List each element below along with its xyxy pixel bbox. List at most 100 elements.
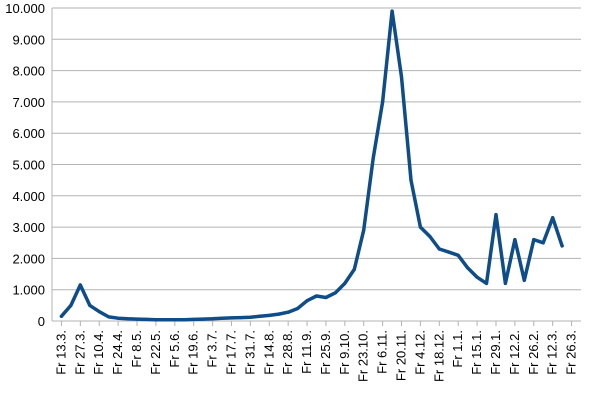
x-tick-label: Fr 22.5. [148,330,163,375]
gridlines [52,7,581,322]
x-tick-label: Fr 9.10. [337,330,352,375]
data-point [484,281,489,285]
data-point [267,313,271,317]
data-point [163,318,167,322]
axes [51,8,581,322]
data-point [399,75,404,79]
x-tick-label: Fr 20.11. [394,330,409,381]
x-tick-label: Fr 18.12. [431,330,446,382]
data-point [305,299,309,303]
data-point [560,244,564,248]
data-point [447,250,451,254]
y-tick-label: 5.000 [12,158,45,173]
x-tick-label: Fr 24.4. [110,330,125,375]
data-point [277,312,281,316]
data-point [296,306,300,311]
data-point [182,318,186,322]
x-tick-label: Fr 11.9. [299,330,314,374]
y-tick-label: 3.000 [12,220,45,235]
y-tick-label: 8.000 [12,64,45,79]
data-point [551,216,555,220]
data-point [69,303,73,307]
x-tick-label: Fr 19.6. [186,330,201,375]
x-tick-label: Fr 1.1. [450,330,465,368]
data-point [229,316,234,320]
data-point [59,314,64,318]
y-tick-label: 10.000 [5,1,45,16]
y-tick-label: 1.000 [12,283,45,298]
x-tick-label: Fr 12.2. [507,330,522,375]
data-point [144,317,149,321]
data-point [88,303,92,307]
x-tick-label: Fr 25.9. [318,330,333,375]
data-point [248,315,252,319]
data-point [352,267,356,271]
x-tick-label: Fr 29.1. [488,330,503,375]
data-point [258,314,262,318]
x-tick-label: Fr 15.1. [469,330,484,375]
data-point [324,295,328,300]
data-point [135,317,139,321]
data-point [239,316,243,320]
data-point [532,238,536,242]
data-point [78,283,82,287]
data-point [390,9,394,13]
y-tick-label: 2.000 [12,251,45,266]
data-point [173,318,177,322]
y-tick-label: 0 [38,314,45,329]
data-point [456,253,460,257]
x-tick-label: Fr 6.11. [375,330,390,374]
series-layer [59,9,564,322]
series-line [59,9,564,322]
data-point [371,156,375,160]
x-tick-label: Fr 3.7. [205,330,220,368]
data-point [522,278,526,282]
data-point [513,238,517,242]
y-axis-tick-labels: 0 1.000 2.000 3.000 4.000 5.000 6.000 7.000 8.00… [5,1,45,329]
data-point [503,281,507,285]
x-tick-label: Fr 13.3. [53,330,68,375]
data-point [475,275,479,279]
x-tick-label: Fr 4.12. [412,330,427,375]
data-point [154,318,158,322]
x-tick-label: Fr 17.7. [223,330,238,375]
data-point [192,317,196,321]
data-point [381,100,385,104]
x-tick-label: Fr 8.5. [129,330,144,368]
data-point [97,310,101,314]
x-tick-label: Fr 5.6. [167,330,182,368]
x-tick-label: Fr 26.3. [564,330,579,375]
data-point [333,291,337,295]
data-point [541,241,545,245]
y-tick-label: 4.000 [12,189,45,204]
data-point [314,294,319,298]
data-point [201,317,205,321]
data-point [211,317,215,321]
data-point [418,225,422,229]
x-tick-label: Fr 26.2. [526,330,541,375]
x-axis-tick-labels: Fr 13.3. Fr 27.3. Fr 10.4. Fr 24.4. Fr 8.5. F… [53,321,579,382]
data-point [220,316,224,320]
y-tick-label: 9.000 [12,32,45,47]
x-tick-label: Fr 23.10. [356,330,371,382]
data-point [126,317,130,321]
x-tick-label: Fr 27.3. [72,330,87,375]
data-point [466,266,470,270]
y-tick-label: 7.000 [12,95,45,110]
x-tick-label: Fr 28.8. [280,330,295,375]
data-point [494,213,498,217]
x-tick-label: Fr 14.8. [261,330,276,375]
data-point [116,316,120,320]
data-point [343,281,347,285]
data-point [107,315,111,319]
x-tick-label: Fr 31.7. [242,330,257,375]
data-point [362,228,366,232]
x-tick-label: Fr 10.4. [91,330,106,375]
data-point [428,234,432,239]
data-point [409,178,413,182]
data-point [437,247,441,251]
x-tick-label: Fr 12.3. [545,330,560,375]
data-point [286,310,290,314]
